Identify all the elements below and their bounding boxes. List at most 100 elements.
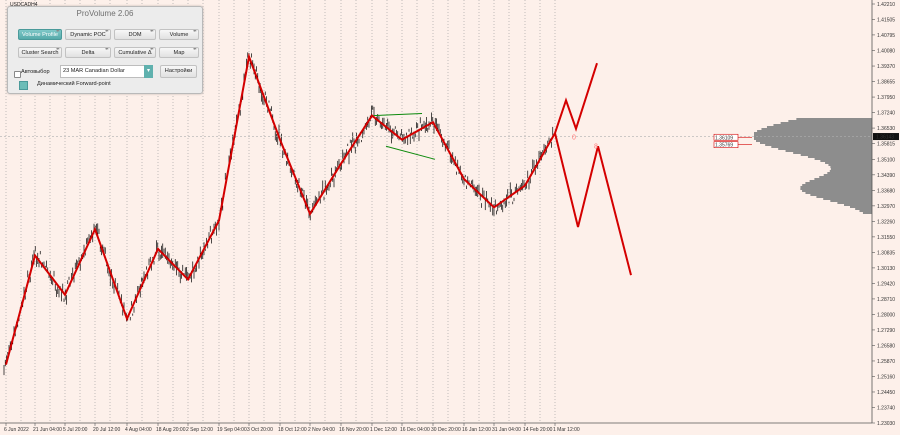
volume-profile-bar <box>800 154 872 156</box>
volume-profile-bar <box>837 202 872 204</box>
time-tick-label: 21 Jun 04:00 <box>33 427 62 433</box>
gear-icon[interactable]: ✱ <box>149 29 154 34</box>
volume-profile-bar <box>759 142 872 144</box>
price-tick-label: 1.29420 <box>877 281 895 287</box>
zigzag-line[interactable] <box>5 52 556 365</box>
gear-icon[interactable]: ✱ <box>104 29 109 34</box>
forward-point-toggle-icon[interactable] <box>19 81 28 90</box>
volume-profile-bar <box>771 146 872 148</box>
volume-button[interactable]: Volume ✱ <box>159 29 199 40</box>
projection-line-up[interactable] <box>554 62 598 134</box>
price-tick-label: 1.37240 <box>877 111 895 117</box>
time-tick-label: 3 Oct 20:00 <box>247 427 273 433</box>
price-tick-label: 1.28710 <box>877 297 895 303</box>
projection-line-down[interactable] <box>554 132 632 276</box>
auto-select-label: Автовыбор <box>21 69 50 75</box>
price-tick-label: 1.40795 <box>877 33 895 39</box>
symbol-label: USDCADH4 <box>10 2 38 8</box>
channel-line[interactable] <box>385 145 436 160</box>
time-tick-label: 18 Oct 12:00 <box>278 427 307 433</box>
forward-point-label: Динамический Forward-point <box>37 81 111 87</box>
volume-profile-bar <box>816 196 872 198</box>
annotation-marker: 0 <box>572 135 576 142</box>
gear-icon[interactable]: ✱ <box>55 47 60 52</box>
channel-line[interactable] <box>372 112 423 117</box>
volume-profile-button[interactable]: Volume Profile ✱ <box>18 29 62 40</box>
time-tick-label: 2 Sep 12:00 <box>186 427 213 433</box>
price-tick-label: 1.34390 <box>877 173 895 179</box>
price-tick-label: 1.33680 <box>877 188 895 194</box>
panel-title: ProVolume 2.06 <box>76 9 134 18</box>
time-tick-label: 14 Feb 20:00 <box>523 427 553 433</box>
volume-profile-bar <box>814 158 872 160</box>
dynamic-poc-button[interactable]: Dynamic POC ✱ <box>65 29 111 40</box>
price-tick-label: 1.23740 <box>877 405 895 411</box>
price-tick-label: 1.26580 <box>877 343 895 349</box>
time-tick-label: 30 Dec 20:00 <box>431 427 461 433</box>
dom-button[interactable]: DOM ✱ <box>114 29 156 40</box>
price-tick-label: 1.30130 <box>877 266 895 272</box>
cumulative-delta-button[interactable]: Cumulative Δ ✱ <box>114 47 156 58</box>
volume-profile-bar <box>793 152 872 154</box>
time-tick-label: 18 Aug 20:00 <box>156 427 186 433</box>
chevron-down-icon[interactable]: ▾ <box>144 65 153 78</box>
time-tick-label: 19 Sep 04:00 <box>217 427 247 433</box>
annotation-marker: 8 <box>594 143 598 150</box>
volume-profile-bar <box>850 206 872 208</box>
volume-profile-bar <box>827 172 872 174</box>
volume-profile-bar <box>807 156 872 158</box>
provolume-panel: ProVolume 2.06 Volume Profile ✱ Dynamic P… <box>7 6 203 94</box>
time-tick-label: 1 Dec 12:00 <box>370 427 397 433</box>
level-label: 1.36109 <box>715 135 733 141</box>
price-tick-label: 1.31550 <box>877 235 895 241</box>
price-tick-label: 1.42210 <box>877 2 895 8</box>
gear-icon[interactable]: ✱ <box>192 47 197 52</box>
settings-button[interactable]: Настройки <box>160 65 197 78</box>
price-tick-label: 1.39370 <box>877 64 895 70</box>
time-tick-label: 31 Jan 04:00 <box>492 427 521 433</box>
volume-profile-bar <box>823 174 872 176</box>
gear-icon[interactable]: ✱ <box>55 29 60 34</box>
time-tick-label: 4 Aug 04:00 <box>125 427 152 433</box>
auto-select-checkbox[interactable] <box>14 71 21 78</box>
volume-profile-bar <box>802 190 872 192</box>
current-price-badge <box>873 133 899 141</box>
cluster-search-button[interactable]: Cluster Search ✱ <box>18 47 62 58</box>
contract-select[interactable]: 23 MAR Canadian Dollar ▾ <box>60 65 153 78</box>
map-button[interactable]: Map ✱ <box>159 47 199 58</box>
price-tick-label: 1.28000 <box>877 312 895 318</box>
button-label: Cluster Search <box>21 50 59 56</box>
price-tick-label: 1.24450 <box>877 390 895 396</box>
price-tick-label: 1.32970 <box>877 204 895 210</box>
delta-button[interactable]: Delta ✱ <box>65 47 111 58</box>
volume-profile-bar <box>756 140 872 142</box>
price-tick-label: 1.32260 <box>877 219 895 225</box>
price-tick-label: 1.36530 <box>877 126 895 132</box>
volume-profile-bar <box>778 148 872 150</box>
gear-icon[interactable]: ✱ <box>192 29 197 34</box>
button-label: Delta <box>81 50 95 56</box>
price-tick-label: 1.25870 <box>877 359 895 365</box>
price-tick-label: 1.40080 <box>877 49 895 55</box>
level-label: 1.35769 <box>715 143 733 149</box>
volume-profile-bar <box>773 124 872 126</box>
price-tick-label: 1.35100 <box>877 157 895 163</box>
price-tick-label: 1.30835 <box>877 250 895 256</box>
volume-profile-bar <box>785 150 872 152</box>
volume-profile-bar <box>819 176 872 178</box>
volume-profile-bar <box>844 204 872 206</box>
volume-profile-bar <box>765 144 872 146</box>
volume-profile-bar <box>754 134 872 136</box>
volume-profile-bar <box>757 130 872 132</box>
volume-profile-bar <box>805 192 872 194</box>
volume-profile-bar <box>810 194 872 196</box>
volume-profile-bar <box>800 186 872 188</box>
price-tick-label: 1.27290 <box>877 328 895 334</box>
volume-profile-bar <box>855 208 872 210</box>
price-tick-label: 1.37950 <box>877 95 895 101</box>
volume-profile-bar <box>796 118 872 120</box>
gear-icon[interactable]: ✱ <box>149 47 154 52</box>
gear-icon[interactable]: ✱ <box>104 47 109 52</box>
time-tick-label: 1 Mar 12:00 <box>553 427 580 433</box>
